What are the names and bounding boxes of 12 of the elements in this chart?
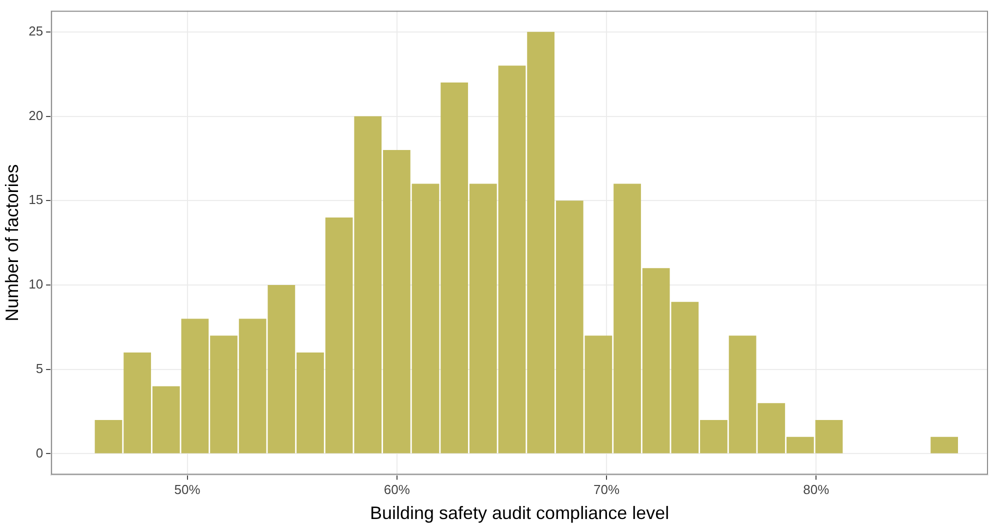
x-tick-label: 80%: [803, 482, 830, 498]
y-tick-label: 5: [36, 360, 44, 376]
x-tick-label: 60%: [384, 482, 410, 498]
x-axis-title: Building safety audit compliance level: [370, 503, 670, 524]
x-tick-label: 50%: [174, 482, 201, 498]
x-tick-label: 70%: [594, 482, 620, 498]
y-tick-label: 0: [36, 445, 44, 460]
y-tick-label: 25: [28, 23, 44, 38]
y-tick-label: 10: [28, 276, 44, 292]
y-tick-label: 15: [28, 192, 44, 208]
y-tick-label: 20: [28, 108, 44, 123]
y-axis-title: Number of factories: [2, 164, 22, 322]
